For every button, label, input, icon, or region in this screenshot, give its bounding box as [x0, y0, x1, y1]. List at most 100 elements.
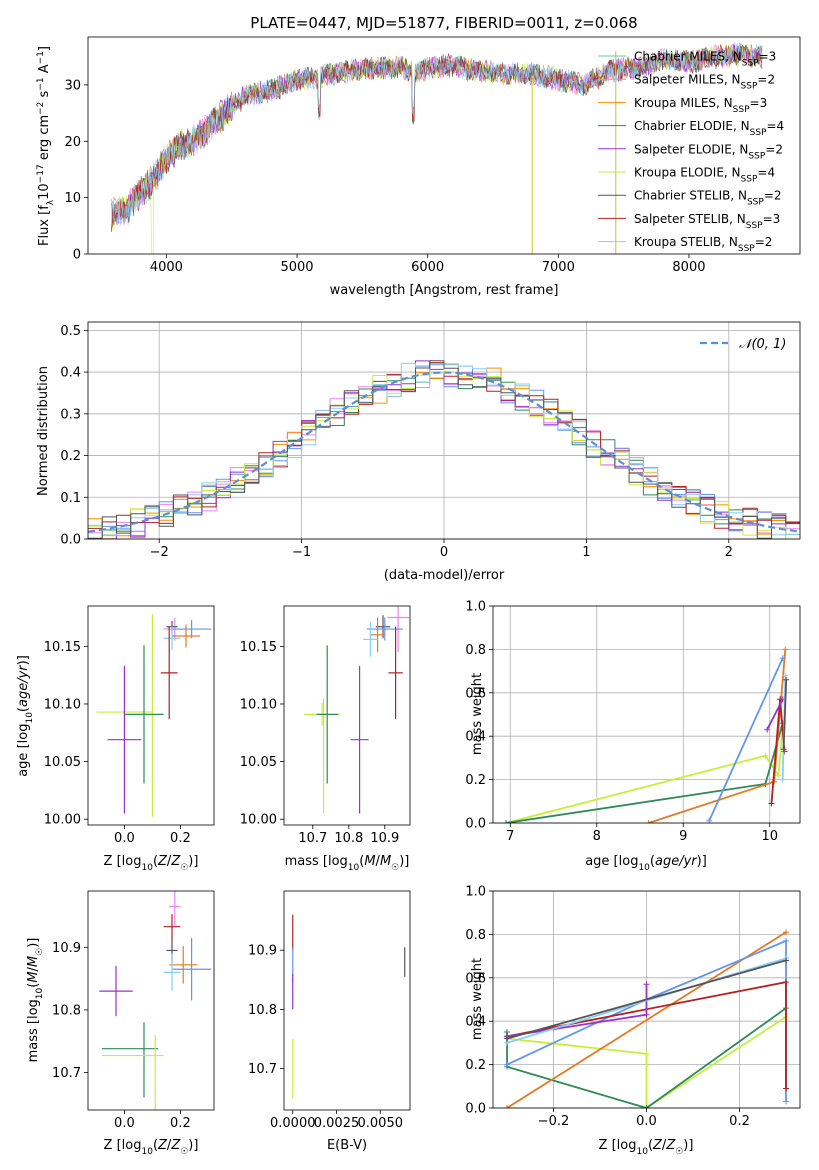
z-age-axes: 0.0 0.2 10.00 10.05 10.10 10.15	[44, 605, 215, 846]
x-axis-label: Z [log10(Z/Z☉)]	[104, 1138, 199, 1157]
weight-marker	[783, 929, 790, 936]
y-tick-label: 10.7	[52, 1066, 81, 1081]
y-axis-label: Normed distribution	[36, 366, 51, 496]
weight-marker	[503, 1035, 510, 1042]
data-point	[163, 953, 181, 992]
weight-marker	[780, 746, 787, 753]
axes-frame	[283, 605, 411, 826]
y-tick-label: 0.2	[60, 449, 81, 464]
x-axis-label: age [log10(age/yr)]	[585, 854, 707, 873]
x-axis-label: E(B-V)	[327, 1138, 367, 1153]
y-tick-label: 0.3	[60, 407, 81, 422]
weight-marker	[782, 646, 789, 653]
x-tick-label: 0.0025	[314, 1116, 360, 1131]
weight-marker	[643, 1050, 650, 1057]
y-tick-label: 10.9	[248, 944, 277, 959]
x-tick-label: 0.0050	[358, 1116, 404, 1131]
x-tick-label: 7000	[542, 260, 575, 275]
y-tick-label: 10.8	[52, 1003, 81, 1018]
x-tick-label: 8000	[672, 260, 705, 275]
weight-marker	[762, 752, 769, 759]
x-axis-label: wavelength [Angstrom, rest frame]	[330, 283, 559, 298]
x-tick-label: 7	[506, 829, 514, 844]
weight-line	[766, 698, 784, 731]
y-tick-label: 0.4	[465, 1015, 486, 1030]
histogram-axes: −2 −1 0 1 2 0.0 0.1 0.2 0.3 0.4 0.5	[60, 321, 801, 560]
weight-marker	[783, 676, 790, 683]
normal-curve	[88, 371, 800, 533]
weight-marker	[782, 672, 789, 679]
legend-entry: Chabrier ELODIE, NSSP=4	[634, 119, 784, 138]
x-tick-label: 1	[582, 545, 590, 560]
data-point	[172, 624, 200, 648]
data-point	[163, 626, 181, 650]
x-tick-label: 6000	[411, 260, 444, 275]
x-tick-label: 10.9	[370, 831, 399, 846]
data-point	[169, 946, 198, 984]
y-tick-label: 0.6	[465, 686, 486, 701]
y-tick-label: 10.7	[248, 1062, 277, 1077]
y-tick-label: 0.6	[465, 971, 486, 986]
x-tick-label: 10	[761, 829, 778, 844]
z-mass-axes: 0.0 0.2 10.7 10.8 10.9	[52, 890, 215, 1131]
mass-age-axes: 10.7 10.8 10.9 10.00 10.05 10.10 10.15	[240, 605, 411, 846]
y-tick-label: 0.2	[465, 773, 486, 788]
weight-age-axes: 7 8 9 10 0.0 0.2 0.4 0.6 0.8 1.0	[465, 600, 801, 844]
legend-entry: Kroupa ELODIE, NSSP=4	[634, 166, 775, 185]
x-tick-label: −1	[292, 545, 311, 560]
y-tick-label: 0.2	[465, 1058, 486, 1073]
y-tick-label: 0.0	[60, 533, 81, 548]
y-tick-label: 0.0	[465, 1102, 486, 1117]
weight-line	[505, 727, 784, 823]
plot-area	[503, 929, 790, 1108]
x-tick-label: 9	[679, 829, 687, 844]
plot-area	[111, 42, 763, 254]
plot-area	[96, 614, 212, 817]
y-axis-label: age [log10(age/yr)]	[16, 655, 35, 777]
weight-z-axes: −0.2 0.0 0.2 0.0 0.2 0.4 0.6 0.8 1.0	[465, 885, 801, 1129]
weight-line	[782, 679, 788, 750]
weight-line	[506, 1016, 787, 1108]
weight-line	[505, 722, 784, 823]
y-tick-label: 10.05	[44, 755, 81, 770]
x-tick-label: 0.0000	[270, 1116, 316, 1131]
plot-area	[99, 891, 212, 1110]
legend-entry: Salpeter MILES, NSSP=2	[634, 73, 775, 92]
y-tick-label: 0.4	[465, 730, 486, 745]
weight-marker	[645, 820, 652, 823]
legend-entry: Kroupa STELIB, NSSP=2	[634, 235, 772, 254]
data-point	[370, 617, 385, 653]
grid	[88, 322, 800, 540]
x-tick-label: 0	[440, 545, 448, 560]
weight-marker	[783, 957, 790, 964]
y-axis-label: Flux [fλ10−17 erg cm−2 s−1 A−1]	[36, 46, 56, 246]
y-tick-label: 0.8	[465, 928, 486, 943]
weight-marker	[779, 655, 786, 662]
data-point	[366, 617, 403, 641]
weight-marker	[783, 1085, 790, 1092]
y-tick-label: 1.0	[465, 600, 486, 615]
x-tick-label: 4000	[150, 260, 183, 275]
y-tick-label: 0.1	[60, 491, 81, 506]
x-tick-label: 10.7	[298, 831, 327, 846]
x-tick-label: 0.0	[636, 1114, 657, 1129]
y-axis-label: mass weight	[470, 673, 485, 755]
weight-marker	[783, 979, 790, 986]
data-point	[99, 966, 133, 1017]
plot-area	[304, 606, 409, 814]
data-point	[350, 665, 369, 814]
x-axis-label: Z [log10(Z/Z☉)]	[104, 854, 199, 873]
weight-marker	[643, 1105, 650, 1108]
axes-frame	[87, 890, 215, 1111]
weight-marker	[775, 772, 782, 779]
axes-frame	[87, 36, 801, 255]
plot-area	[88, 360, 800, 539]
y-tick-label: 1.0	[465, 885, 486, 900]
data-point	[163, 914, 181, 940]
x-tick-label: 0.2	[170, 1116, 191, 1131]
y-tick-label: 0.0	[465, 817, 486, 832]
data-point	[172, 937, 212, 1001]
weight-marker	[643, 1011, 650, 1018]
y-tick-label: 20	[64, 135, 81, 150]
